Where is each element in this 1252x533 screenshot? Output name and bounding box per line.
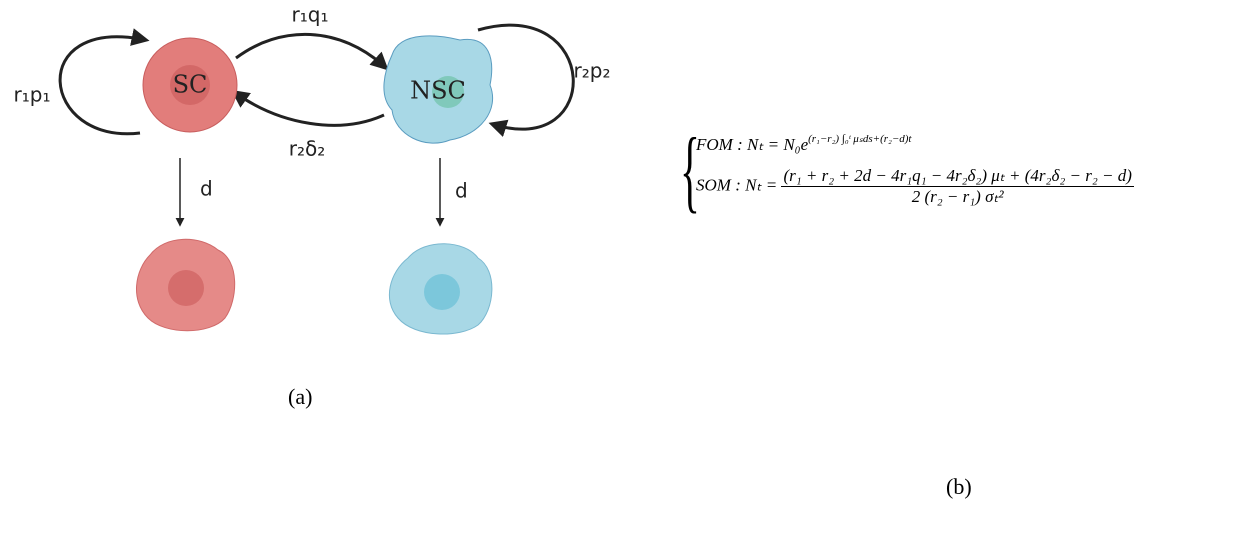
denominator: 2 (r₂ − r₁) σₜ² — [781, 187, 1133, 207]
equation: FOM : Nₜ = N₀e(r₁−r₂) ∫₀ᵗ μₛds+(r₂−d)t — [696, 132, 912, 155]
nucleus — [168, 270, 204, 306]
node-label: SC — [173, 71, 208, 99]
diagram: SC NSC r₁q₁ r₂δ₂ r₁p₁ r₂p₂ d d — [0, 0, 640, 370]
fraction: (r₁ + r₂ + 2d − 4r₁q₁ − 4r₂δ₂) μₜ + (4r₂… — [781, 166, 1133, 207]
edge-label: d — [455, 179, 468, 203]
node-label: NSC — [410, 77, 466, 105]
loop-arrow — [60, 37, 146, 134]
page: SC NSC r₁q₁ r₂δ₂ r₁p₁ r₂p₂ d d (a) { FOM… — [0, 0, 1252, 533]
eq-name: SOM — [696, 175, 731, 194]
nucleus — [424, 274, 460, 310]
edge-label: r₁q₁ — [292, 3, 329, 27]
arrow — [236, 34, 386, 68]
numerator: (r₁ + r₂ + 2d − 4r₁q₁ − 4r₂δ₂) μₜ + (4r₂… — [781, 166, 1133, 187]
eq-name: FOM — [696, 135, 733, 154]
caption: (b) — [946, 474, 972, 500]
equation: SOM : Nₜ = (r₁ + r₂ + 2d − 4r₁q₁ − 4r₂δ₂… — [696, 166, 1134, 207]
loop-arrow — [478, 25, 573, 129]
edge-label: r₁p₁ — [14, 83, 51, 107]
eq-lhs: : Nₜ = N₀e — [737, 135, 808, 154]
arrow — [234, 92, 384, 125]
eq-exponent: (r₁−r₂) ∫₀ᵗ μₛds+(r₂−d)t — [808, 133, 911, 145]
caption: (a) — [288, 384, 312, 410]
eq-lhs: : Nₜ = — [735, 175, 777, 194]
edge-label: r₂p₂ — [574, 59, 611, 83]
edge-label: d — [200, 177, 213, 201]
edge-label: r₂δ₂ — [289, 137, 326, 161]
